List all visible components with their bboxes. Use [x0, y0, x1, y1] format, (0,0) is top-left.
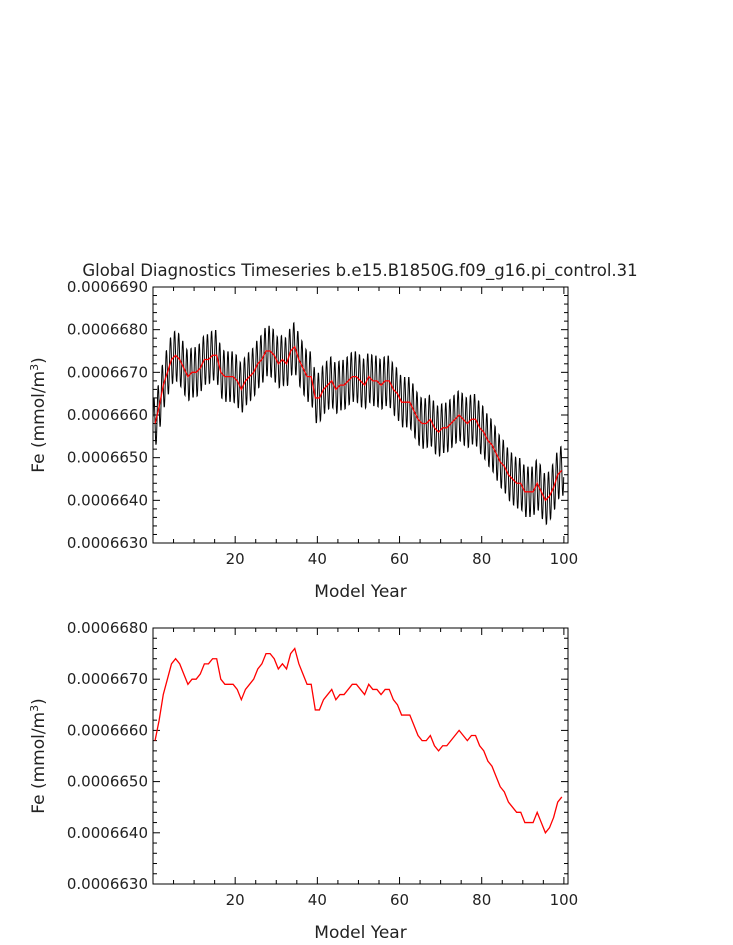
y-tick-label: 0.0006680	[67, 619, 148, 637]
y-tick-label: 0.0006670	[67, 670, 148, 688]
y-tick-label: 0.0006630	[67, 875, 148, 893]
x-tick-label: 40	[308, 891, 327, 909]
y-tick-label: 0.0006660	[67, 406, 148, 424]
x-axis-label: Model Year	[314, 923, 406, 943]
plot-frame	[152, 286, 569, 544]
annual-mean-line	[154, 647, 563, 835]
x-tick-label: 40	[308, 550, 327, 568]
y-tick-label: 0.0006630	[67, 534, 148, 552]
plot-frame	[152, 627, 569, 885]
x-tick-label: 100	[550, 891, 579, 909]
x-tick-label: 100	[550, 550, 579, 568]
x-tick-label: 60	[390, 891, 409, 909]
y-tick-label: 0.0006650	[67, 773, 148, 791]
x-tick-label: 20	[226, 550, 245, 568]
y-axis-label: Fe (mmol/m3)	[28, 698, 49, 814]
x-tick-label: 80	[472, 891, 491, 909]
chart-title: Global Diagnostics Timeseries b.e15.B185…	[82, 261, 637, 281]
y-axis-label: Fe (mmol/m3)	[28, 357, 49, 473]
x-tick-label: 20	[226, 891, 245, 909]
top-panel: 20 40 60 80 100 0.0006630 0.0006640 0.0006650 0.…	[28, 278, 578, 602]
y-tick-label: 0.0006640	[67, 491, 148, 509]
x-tick-label: 60	[390, 550, 409, 568]
annual-mean-line	[154, 345, 563, 502]
x-axis-label: Model Year	[314, 582, 406, 602]
y-tick-label: 0.0006660	[67, 721, 148, 739]
y-tick-label: 0.0006640	[67, 824, 148, 842]
y-tick-label: 0.0006680	[67, 321, 148, 339]
x-tick-label: 80	[472, 550, 491, 568]
y-tick-label: 0.0006670	[67, 363, 148, 381]
y-tick-label: 0.0006650	[67, 449, 148, 467]
bottom-panel: 20 40 60 80 100 0.0006630 0.0006640 0.0006650 0.…	[28, 619, 578, 943]
y-tick-label: 0.0006690	[67, 278, 148, 296]
monthly-series-line	[153, 321, 565, 526]
